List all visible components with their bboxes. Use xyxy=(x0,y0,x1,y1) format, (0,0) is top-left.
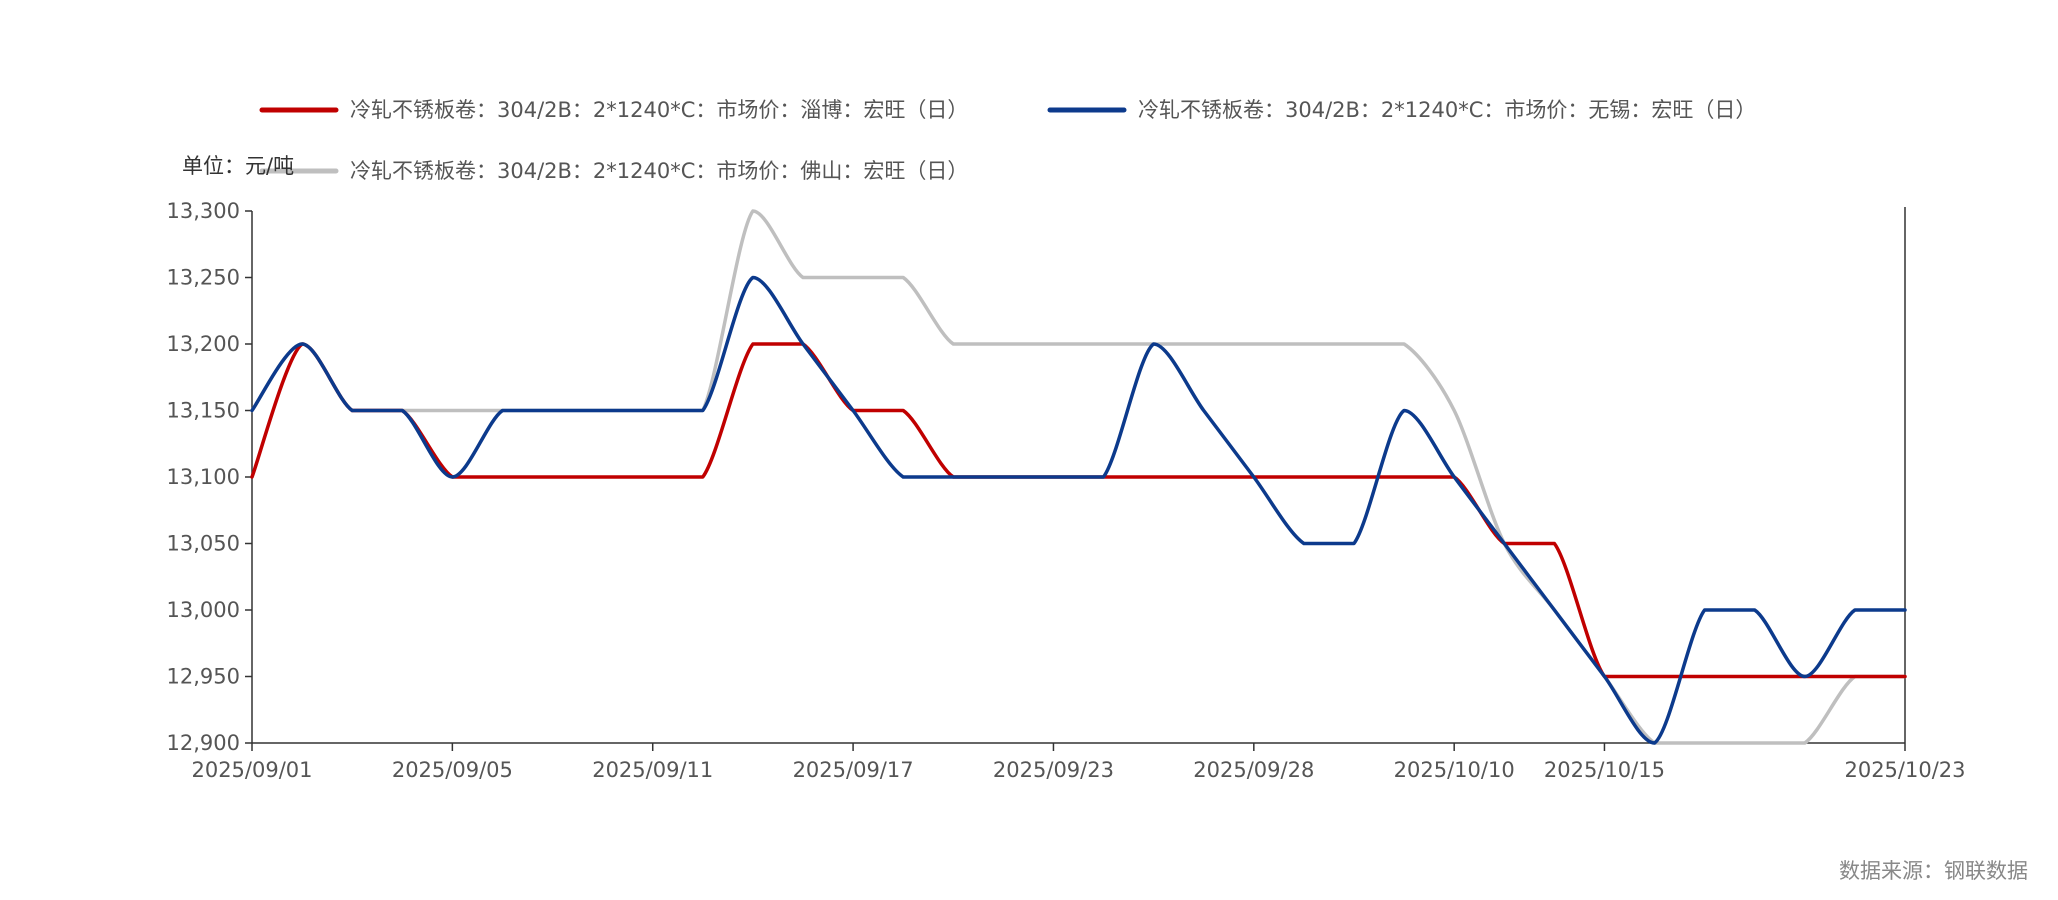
y-tick-label: 12,950 xyxy=(167,665,240,689)
x-tick-label: 2025/09/05 xyxy=(392,758,513,782)
x-tick-label: 2025/10/23 xyxy=(1844,758,1965,782)
legend-item-3: 冷轧不锈板卷：304/2B：2*1240*C：市场价：佛山：宏旺（日） xyxy=(259,159,968,183)
legend-item-2: 冷轧不锈板卷：304/2B：2*1240*C：市场价：无锡：宏旺（日） xyxy=(1047,98,1756,122)
legend-label: 冷轧不锈板卷：304/2B：2*1240*C：市场价：淄博：宏旺（日） xyxy=(350,98,968,122)
x-axis-ticks: 2025/09/01 2025/09/05 2025/09/11 2025/09/17… xyxy=(191,743,1966,782)
x-tick-label: 2025/09/11 xyxy=(592,758,713,782)
data-source: 数据来源：钢联数据 xyxy=(1839,859,2028,883)
series-lines xyxy=(250,209,1907,745)
x-tick-label: 2025/10/15 xyxy=(1544,758,1665,782)
legend: 冷轧不锈板卷：304/2B：2*1240*C：市场价：淄博：宏旺（日） 冷轧不锈板… xyxy=(259,98,1756,183)
y-tick-label: 13,200 xyxy=(167,332,240,356)
y-tick-label: 13,300 xyxy=(167,199,240,223)
x-tick-label: 2025/09/01 xyxy=(191,758,312,782)
series-line-2 xyxy=(250,275,1907,745)
y-tick-label: 13,000 xyxy=(167,598,240,622)
series-line-1 xyxy=(250,342,1907,679)
legend-label: 冷轧不锈板卷：304/2B：2*1240*C：市场价：佛山：宏旺（日） xyxy=(350,159,968,183)
x-tick-label: 2025/10/10 xyxy=(1394,758,1515,782)
unit-label: 单位：元/吨 xyxy=(182,154,294,178)
axes xyxy=(251,207,1906,744)
x-tick-label: 2025/09/23 xyxy=(993,758,1114,782)
x-tick-label: 2025/09/17 xyxy=(793,758,914,782)
y-tick-label: 13,250 xyxy=(167,266,240,290)
y-axis-ticks: 12,900 12,950 13,000 13,050 13,100 13,150 13,2… xyxy=(167,199,252,755)
x-tick-label: 2025/09/28 xyxy=(1193,758,1314,782)
legend-label: 冷轧不锈板卷：304/2B：2*1240*C：市场价：无锡：宏旺（日） xyxy=(1138,98,1756,122)
y-tick-label: 13,050 xyxy=(167,532,240,556)
y-tick-label: 13,100 xyxy=(167,465,240,489)
y-tick-label: 13,150 xyxy=(167,399,240,423)
y-tick-label: 12,900 xyxy=(167,731,240,755)
legend-item-1: 冷轧不锈板卷：304/2B：2*1240*C：市场价：淄博：宏旺（日） xyxy=(259,98,968,122)
